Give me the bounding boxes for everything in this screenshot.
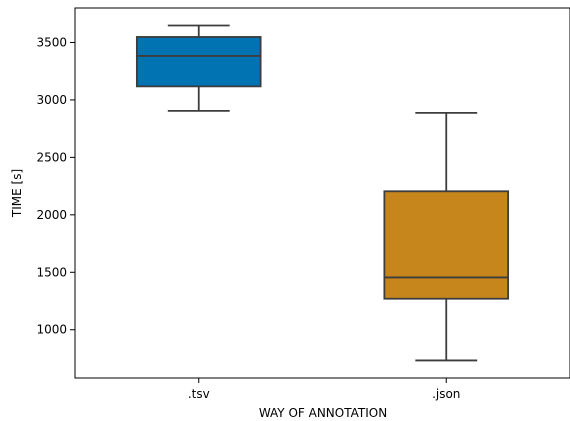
x-axis-title: WAY OF ANNOTATION — [259, 406, 387, 420]
axes-frame — [74, 7, 570, 379]
y-tick-label: 1000 — [36, 323, 67, 337]
box-iqr — [383, 190, 510, 300]
y-tick-label: 2000 — [36, 208, 67, 222]
axes: 1000 1500 2000 2500 3000 3500 .tsv .json — [36, 7, 570, 401]
box-iqr — [135, 36, 262, 88]
box-tsv — [135, 24, 262, 112]
x-tick-label: .tsv — [188, 387, 210, 401]
y-tick-label: 1500 — [36, 265, 67, 279]
x-tick-label: .json — [432, 387, 460, 401]
y-axis-title: TIME [s] — [10, 169, 24, 218]
plot-area — [135, 24, 510, 362]
y-tick-label: 3500 — [36, 35, 67, 49]
y-tick-label: 2500 — [36, 150, 67, 164]
y-tick-label: 3000 — [36, 93, 67, 107]
box-json — [383, 112, 510, 362]
